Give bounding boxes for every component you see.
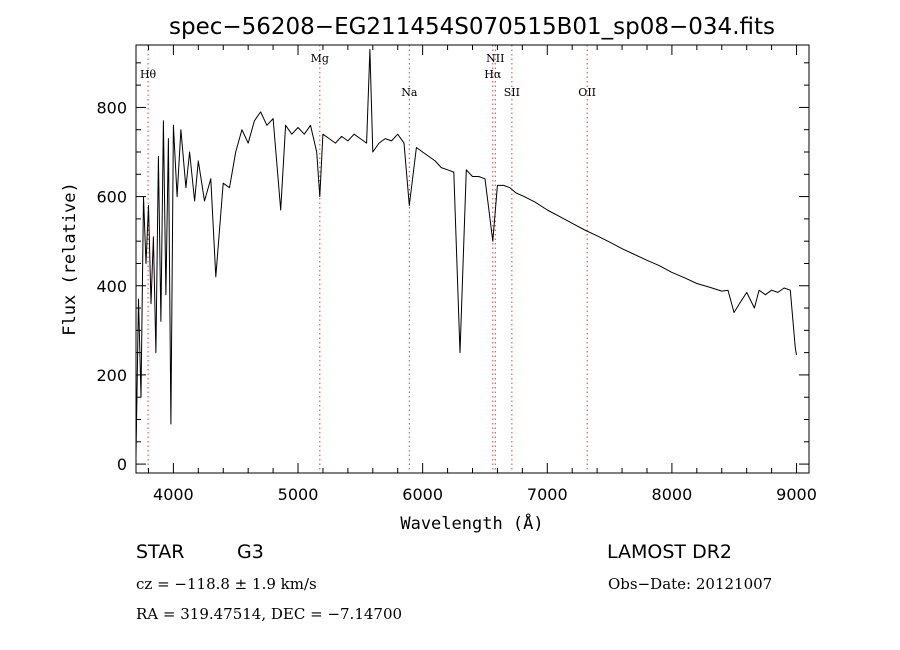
spectral-line-label: Mg [311, 52, 329, 65]
spectral-line-label: Na [401, 86, 418, 99]
x-tick-label: 9000 [776, 485, 817, 504]
x-axis-ticks: 4000 5000 6000 7000 8000 9000 [148, 45, 816, 504]
object-type: STAR [136, 541, 184, 563]
coordinates: RA = 319.47514, DEC = −7.14700 [136, 605, 402, 623]
y-axis-label: Flux (relative) [60, 182, 80, 336]
x-tick-label: 4000 [153, 485, 194, 504]
x-tick-label: 8000 [652, 485, 693, 504]
chart-title: spec−56208−EG211454S070515B01_sp08−034.f… [169, 14, 775, 40]
observation-date: Obs−Date: 20121007 [608, 575, 772, 593]
plot-frame [136, 45, 809, 473]
spectral-line-label: NII [486, 52, 504, 65]
x-axis-label: Wavelength (Å) [400, 512, 543, 534]
survey-name: LAMOST DR2 [607, 541, 732, 563]
y-tick-label: 600 [96, 188, 127, 207]
y-tick-label: 400 [96, 277, 127, 296]
y-tick-label: 200 [96, 366, 127, 385]
spectrum-line [136, 50, 797, 456]
spectral-line-label: OII [578, 86, 596, 99]
x-tick-label: 6000 [402, 485, 443, 504]
y-tick-label: 800 [96, 98, 127, 117]
y-axis-ticks: 0 200 400 600 800 [96, 63, 809, 474]
spectrum-series [136, 50, 797, 456]
spectral-line-label: Hα [484, 68, 502, 81]
x-tick-label: 5000 [278, 485, 319, 504]
spectral-line-label: SII [504, 86, 520, 99]
x-tick-label: 7000 [527, 485, 568, 504]
spectral-line-label: Hθ [140, 68, 157, 81]
redshift-value: cz = −118.8 ± 1.9 km/s [136, 575, 317, 593]
y-tick-label: 0 [117, 455, 127, 474]
object-subclass: G3 [237, 541, 264, 563]
